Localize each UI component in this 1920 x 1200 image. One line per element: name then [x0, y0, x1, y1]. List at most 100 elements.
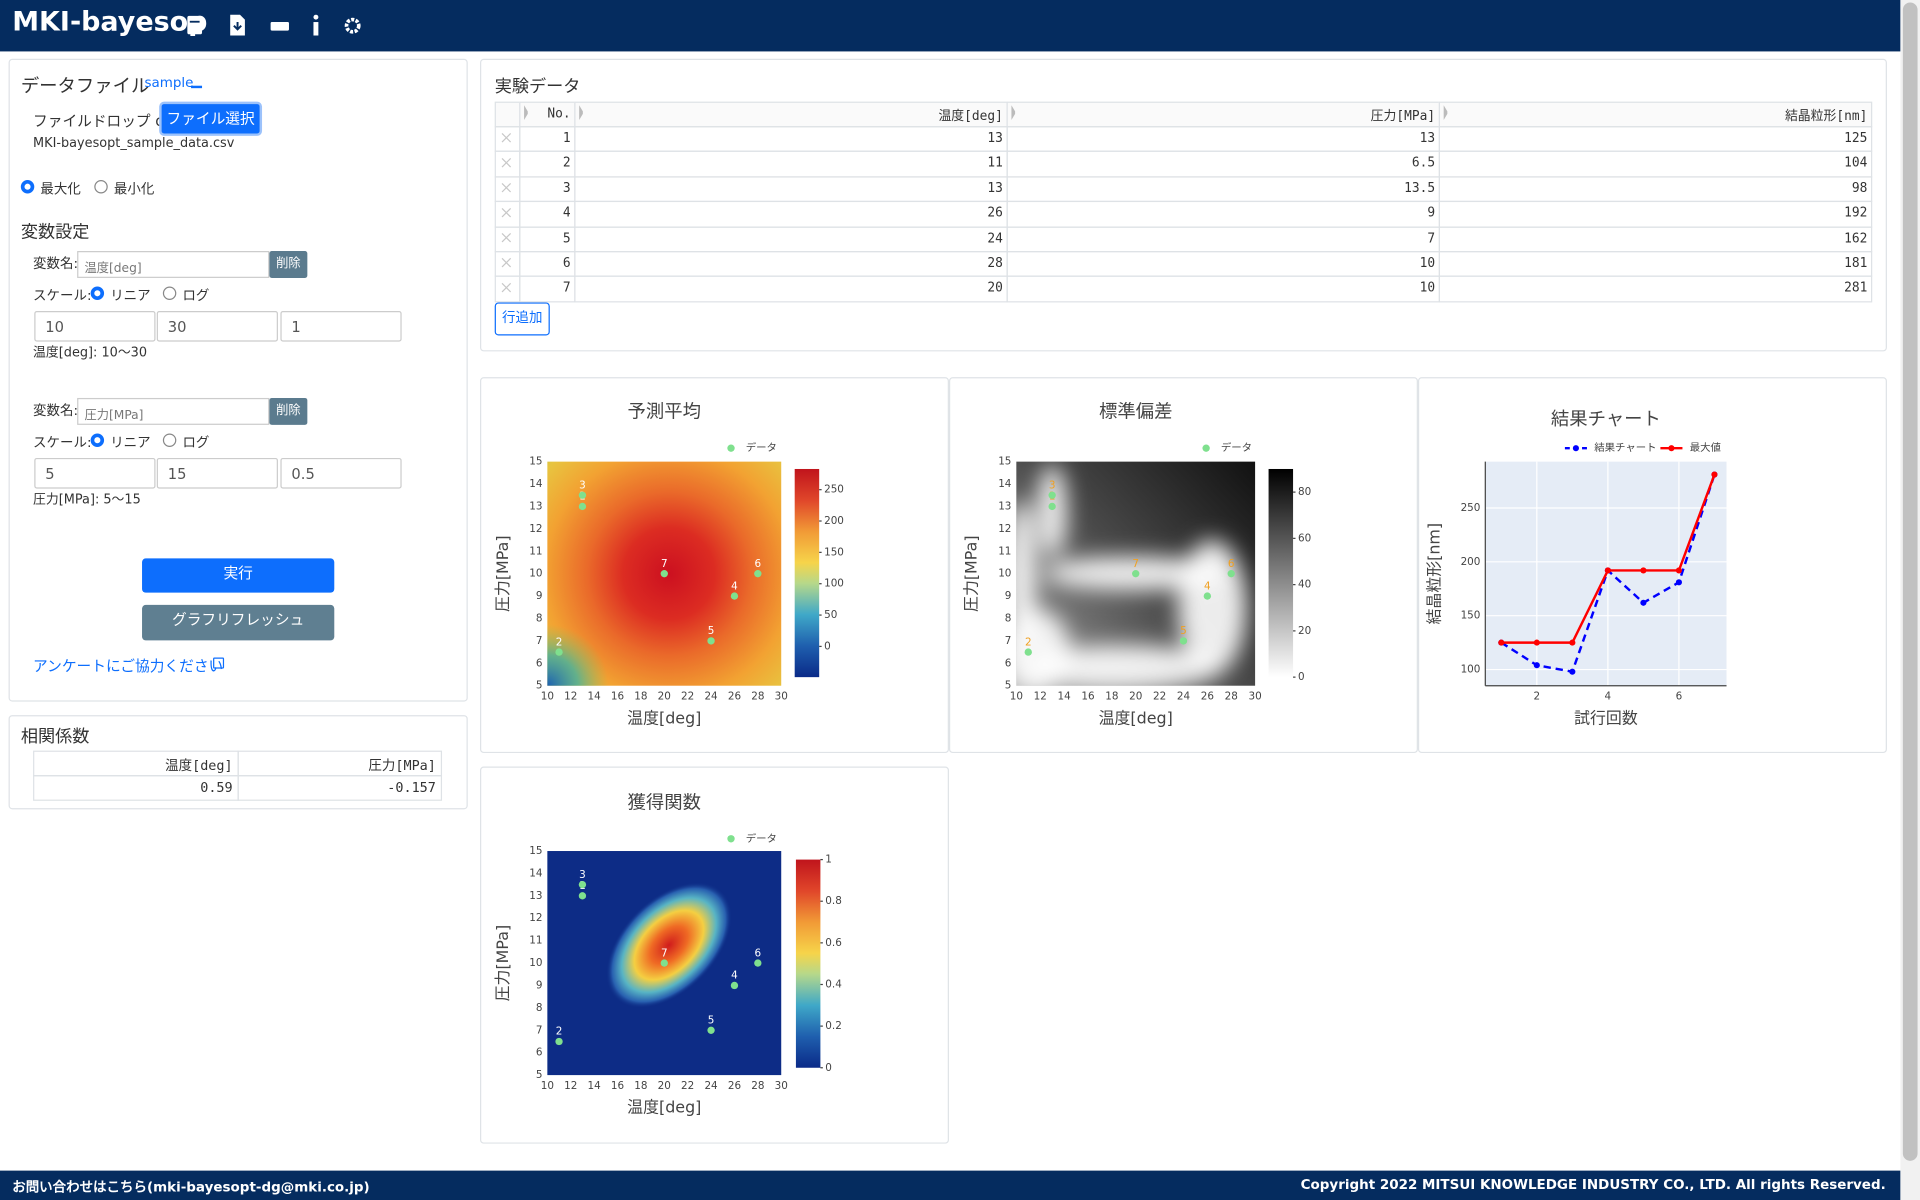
point-label: 6	[1228, 558, 1235, 570]
x-tick-label: 12	[564, 691, 577, 703]
point-label: 2	[556, 1026, 563, 1038]
data-point	[754, 570, 762, 578]
point-label: 4	[731, 580, 738, 592]
x-tick-label: 16	[1081, 691, 1094, 703]
x-tick-label: 12	[564, 1080, 577, 1092]
y-tick-label: 7	[536, 635, 543, 647]
heatmap-glow	[1037, 464, 1067, 558]
legend-marker	[1572, 445, 1579, 452]
delete-icon[interactable]	[501, 282, 512, 293]
glasses-icon[interactable]	[270, 22, 289, 31]
range-text: 圧力[MPa]: 5〜15	[33, 492, 141, 507]
table-cell[interactable]: 281	[1438, 275, 1873, 303]
radio[interactable]	[90, 433, 105, 447]
x-tick-label: 14	[588, 1080, 602, 1092]
radio-label[interactable]: 最大化	[40, 181, 81, 198]
delete-icon[interactable]	[501, 257, 512, 268]
heatmap-glow	[1025, 645, 1222, 686]
radio-label[interactable]: ログ	[182, 287, 210, 304]
x-tick-label: 28	[1225, 691, 1238, 703]
variable-name-input[interactable]: 圧力[MPa]	[77, 397, 270, 425]
colorbar-tick-label: 40	[1298, 579, 1311, 591]
x-tick-label: 28	[751, 1080, 764, 1092]
external-icon[interactable]	[213, 657, 225, 669]
delete-icon[interactable]	[501, 207, 512, 218]
colorbar-tick-label: 250	[824, 484, 844, 496]
info-icon[interactable]	[313, 14, 319, 20]
section-title: データファイル	[20, 74, 150, 97]
radio-label[interactable]: リニア	[110, 434, 151, 451]
data-point	[1227, 570, 1235, 578]
y-tick-label: 11	[529, 935, 542, 947]
run-button[interactable]: 実行	[142, 558, 335, 593]
delete-button[interactable]: 削除	[269, 251, 308, 278]
y-tick-label: 13	[998, 500, 1011, 512]
sort-icon[interactable]	[1011, 105, 1018, 120]
scrollbar-thumb[interactable]	[1902, 2, 1918, 1161]
delete-icon[interactable]	[501, 158, 512, 168]
data-point	[754, 959, 762, 967]
file-button[interactable]: ファイル選択	[159, 101, 263, 136]
y-tick-label: 11	[998, 545, 1011, 557]
radio-label[interactable]: 最小化	[113, 181, 155, 198]
legend-marker	[1668, 445, 1675, 452]
legend-label: 結果チャート	[1594, 441, 1656, 454]
delete-button[interactable]: 削除	[269, 397, 308, 425]
x-tick-label: 22	[681, 1080, 694, 1092]
legend-label: データ	[1221, 441, 1252, 454]
book-icon[interactable]	[187, 15, 203, 35]
add-row-button[interactable]: 行追加	[494, 302, 550, 336]
sort-icon[interactable]	[1443, 105, 1451, 120]
x-tick-label: 10	[541, 691, 554, 703]
sort-icon[interactable]	[524, 105, 531, 120]
radio[interactable]	[94, 180, 108, 194]
x-tick-label: 18	[1105, 691, 1118, 703]
x-tick-label: 6	[1676, 691, 1683, 703]
radio[interactable]	[162, 286, 177, 300]
radio[interactable]	[162, 433, 177, 447]
x-tick-label: 20	[658, 1080, 671, 1092]
y-tick-label: 5	[536, 1069, 543, 1081]
y-tick-label: 9	[536, 979, 543, 991]
range-input[interactable]: 10	[34, 311, 156, 342]
radio[interactable]	[90, 286, 105, 300]
range-input[interactable]: 15	[156, 457, 278, 489]
series-marker	[1711, 471, 1718, 478]
sort-icon[interactable]	[579, 105, 586, 120]
radio[interactable]	[20, 180, 35, 194]
delete-icon[interactable]	[501, 182, 512, 193]
colorbar-tick-label: 20	[1298, 625, 1311, 637]
delete-icon[interactable]	[501, 133, 512, 143]
radio-label[interactable]: リニア	[110, 287, 151, 304]
table-header[interactable]: 結晶粒形[nm]	[1438, 101, 1873, 128]
download-icon[interactable]	[191, 76, 203, 89]
radio-label[interactable]: ログ	[182, 434, 210, 451]
table-header[interactable]: 圧力[MPa]	[1006, 101, 1440, 128]
range-input[interactable]: 1	[280, 311, 402, 342]
series-marker	[1675, 567, 1682, 574]
colorbar-tick-label: 0.6	[825, 937, 842, 949]
refresh-button[interactable]: グラフリフレッシュ	[142, 604, 335, 641]
range-input[interactable]: 5	[34, 457, 156, 489]
survey-link[interactable]: アンケートにご協力ください	[33, 657, 224, 675]
settings-icon[interactable]	[344, 17, 361, 34]
data-point	[578, 880, 587, 889]
x-tick-label: 22	[1153, 691, 1166, 703]
point-label: 3	[579, 869, 586, 881]
variable-name-input[interactable]: 温度[deg]	[77, 251, 270, 278]
x-axis-label: 試行回数	[1574, 708, 1638, 727]
series-marker	[1640, 567, 1647, 574]
y-tick-label: 12	[998, 523, 1011, 535]
header-icons[interactable]	[184, 12, 368, 39]
delete-icon[interactable]	[501, 232, 512, 243]
range-input[interactable]: 30	[156, 311, 278, 342]
sample-link[interactable]: sample	[144, 74, 194, 91]
contact-text[interactable]: お問い合わせはこちら(mki-bayesopt-dg@mki.co.jp)	[12, 1179, 370, 1196]
colorbar-tick-label: 0.8	[825, 895, 842, 907]
data-point	[1132, 570, 1140, 578]
range-input[interactable]: 0.5	[280, 457, 402, 489]
y-tick-label: 10	[529, 957, 542, 969]
drop-label: ファイルドロップ or	[33, 112, 171, 130]
data-point	[1179, 637, 1188, 645]
